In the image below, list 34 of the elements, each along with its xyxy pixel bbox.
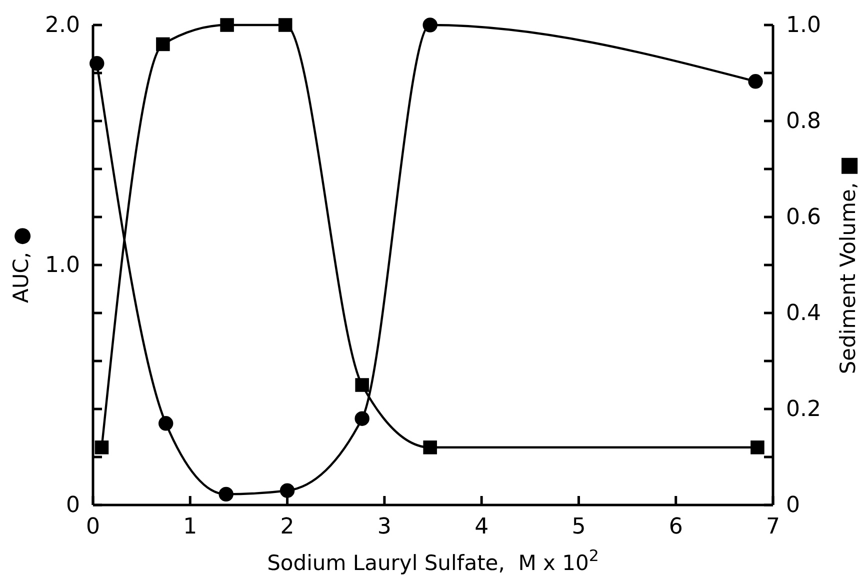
- point: [750, 440, 764, 454]
- y2-tick-label: 1.0: [786, 13, 821, 38]
- x-tick-label: 7: [766, 514, 780, 540]
- y2-tick-label: 0.2: [786, 397, 821, 422]
- y2-tick-label: 0.8: [786, 109, 821, 134]
- y2-tick-label: 0.6: [786, 205, 821, 230]
- x-tick-label: 3: [377, 514, 392, 540]
- point: [90, 56, 104, 71]
- x-axis-title: Sodium Lauryl Sulfate, M x 10$^{2}$: [267, 546, 599, 575]
- x-tick-label: 6: [668, 514, 683, 540]
- y-tick-label: 2.0: [45, 13, 80, 38]
- x-tick-label: 4: [474, 514, 489, 540]
- y-tick-label: 1.0: [45, 253, 80, 278]
- x-tick-label: 0: [86, 514, 100, 540]
- point: [158, 416, 174, 431]
- point: [220, 18, 234, 32]
- x-tick-label: 2: [280, 514, 294, 540]
- point: [278, 18, 292, 32]
- y2-tick-label: 0.4: [786, 301, 821, 326]
- point: [423, 440, 437, 454]
- x-tick-label: 5: [572, 514, 586, 540]
- x-tick-label: 1: [183, 514, 198, 540]
- y-tick-label: 0: [66, 493, 80, 518]
- point: [355, 378, 369, 392]
- point: [354, 411, 370, 426]
- point: [218, 486, 234, 502]
- y-axis-title: AUC, ●: [9, 226, 33, 304]
- point: [156, 37, 170, 52]
- point: [748, 74, 763, 89]
- y2-axis-title: Sediment Volume, ■: [836, 156, 860, 374]
- point: [422, 18, 438, 32]
- point: [94, 440, 109, 454]
- point: [280, 483, 295, 498]
- y2-tick-label: 0: [786, 493, 800, 518]
